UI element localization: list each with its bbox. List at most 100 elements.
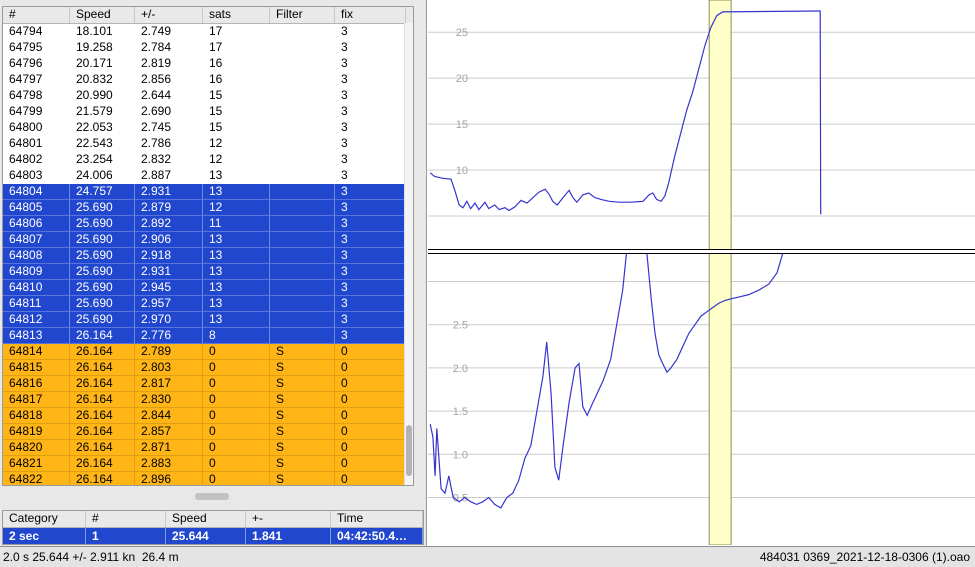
table-cell: 64795 xyxy=(9,40,43,54)
table-cell: 26.164 xyxy=(70,456,135,472)
table-row[interactable]: 64819 26.164 2.857 0 S 0 xyxy=(3,424,413,440)
table-cell: 3 xyxy=(341,168,348,182)
table-cell: 2.906 xyxy=(135,232,203,248)
column-header-2[interactable]: +/- xyxy=(135,7,203,23)
table-cell: 0 xyxy=(203,360,270,376)
table-cell: 26.164 xyxy=(70,424,135,440)
table-cell: 64798 xyxy=(9,88,43,102)
table-row[interactable]: 64794 18.101 2.749 17 3 xyxy=(3,24,413,40)
selection-band[interactable] xyxy=(708,0,732,250)
table-row[interactable]: 64798 20.990 2.644 15 3 xyxy=(3,88,413,104)
table-cell: 13 xyxy=(203,264,270,280)
column-header-4[interactable]: Time xyxy=(331,511,423,527)
table-cell: 26.164 xyxy=(70,392,135,408)
table-cell xyxy=(270,24,335,40)
table-cell: 64813 xyxy=(3,328,70,344)
table-cell: 64801 xyxy=(9,136,43,150)
charts-panel: 25 20 15 10 2.5 2.0 1.5 1.0 0.5 xyxy=(426,0,975,546)
table-row[interactable]: 64804 24.757 2.931 13 3 xyxy=(3,184,413,200)
table-cell: 2.857 xyxy=(135,424,203,440)
table-row[interactable]: 64808 25.690 2.918 13 3 xyxy=(3,248,413,264)
table-row[interactable]: 64816 26.164 2.817 0 S 0 xyxy=(3,376,413,392)
table-cell: 0 xyxy=(335,408,406,424)
table-cell xyxy=(270,184,335,200)
table-row[interactable]: 64805 25.690 2.879 12 3 xyxy=(3,200,413,216)
table-cell: 0 xyxy=(335,472,406,485)
table-cell xyxy=(270,168,335,184)
table-horizontal-scrollbar[interactable] xyxy=(2,492,405,501)
table-cell: 26.164 xyxy=(70,408,135,424)
column-header-3[interactable]: +- xyxy=(246,511,331,527)
horizontal-scrollbar-thumb[interactable] xyxy=(195,493,229,500)
table-row[interactable]: 64795 19.258 2.784 17 3 xyxy=(3,40,413,56)
table-cell: S xyxy=(270,440,335,456)
y-tick-label: 2.5 xyxy=(453,320,468,332)
table-row[interactable]: 64815 26.164 2.803 0 S 0 xyxy=(3,360,413,376)
table-cell: 64811 xyxy=(3,296,70,312)
table-cell xyxy=(270,152,335,168)
column-header-1[interactable]: Speed xyxy=(70,7,135,23)
table-cell: 15 xyxy=(209,88,223,102)
table-row[interactable]: 64799 21.579 2.690 15 3 xyxy=(3,104,413,120)
table-row[interactable]: 64800 22.053 2.745 15 3 xyxy=(3,120,413,136)
column-header-1[interactable]: # xyxy=(86,511,166,527)
table-cell: 2.784 xyxy=(141,40,172,54)
table-row[interactable]: 2 sec 1 25.644 1.841 04:42:50.4… xyxy=(3,528,423,544)
table-cell xyxy=(270,88,335,104)
column-header-0[interactable]: # xyxy=(3,7,70,23)
table-row[interactable]: 64803 24.006 2.887 13 3 xyxy=(3,168,413,184)
table-row[interactable]: 64812 25.690 2.970 13 3 xyxy=(3,312,413,328)
vertical-scrollbar-thumb[interactable] xyxy=(406,424,412,476)
table-cell: 25.690 xyxy=(70,280,135,296)
column-header-4[interactable]: Filter xyxy=(270,7,335,23)
table-row[interactable]: 64814 26.164 2.789 0 S 0 xyxy=(3,344,413,360)
points-table-body: 64794 18.101 2.749 17 3 64795 19.258 2.784 17 3 64… xyxy=(3,24,413,485)
column-header-0[interactable]: Category xyxy=(3,511,86,527)
column-header-2[interactable]: Speed xyxy=(166,511,246,527)
table-row[interactable]: 64813 26.164 2.776 8 3 xyxy=(3,328,413,344)
table-row[interactable]: 64797 20.832 2.856 16 3 xyxy=(3,72,413,88)
table-row[interactable]: 64818 26.164 2.844 0 S 0 xyxy=(3,408,413,424)
table-cell: 64800 xyxy=(9,120,43,134)
table-row[interactable]: 64822 26.164 2.896 0 S 0 xyxy=(3,472,413,485)
table-cell: 3 xyxy=(341,24,348,38)
table-cell: 3 xyxy=(341,88,348,102)
table-cell: 2.970 xyxy=(135,312,203,328)
y-tick-label: 15 xyxy=(456,119,468,131)
table-row[interactable]: 64802 23.254 2.832 12 3 xyxy=(3,152,413,168)
table-cell: 25.644 xyxy=(166,528,246,544)
table-cell: 0 xyxy=(203,440,270,456)
table-cell: 13 xyxy=(209,168,223,182)
table-cell: S xyxy=(270,424,335,440)
table-cell: 2.883 xyxy=(135,456,203,472)
table-row[interactable]: 64801 22.543 2.786 12 3 xyxy=(3,136,413,152)
table-cell: 2.887 xyxy=(141,168,172,182)
table-row[interactable]: 64820 26.164 2.871 0 S 0 xyxy=(3,440,413,456)
table-cell xyxy=(270,328,335,344)
table-row[interactable]: 64806 25.690 2.892 11 3 xyxy=(3,216,413,232)
column-header-5[interactable]: fix xyxy=(335,7,406,23)
table-row[interactable]: 64811 25.690 2.957 13 3 xyxy=(3,296,413,312)
column-header-3[interactable]: sats xyxy=(203,7,270,23)
table-cell: 64799 xyxy=(9,104,43,118)
table-row[interactable]: 64821 26.164 2.883 0 S 0 xyxy=(3,456,413,472)
table-cell: 16 xyxy=(209,72,223,86)
table-cell: 64797 xyxy=(9,72,43,86)
table-row[interactable]: 64809 25.690 2.931 13 3 xyxy=(3,264,413,280)
table-cell: 25.690 xyxy=(70,216,135,232)
table-row[interactable]: 64817 26.164 2.830 0 S 0 xyxy=(3,392,413,408)
table-vertical-scrollbar[interactable] xyxy=(404,23,413,485)
table-cell: 64806 xyxy=(3,216,70,232)
table-row[interactable]: 64796 20.171 2.819 16 3 xyxy=(3,56,413,72)
table-cell: 0 xyxy=(203,392,270,408)
selection-band[interactable] xyxy=(708,253,732,545)
speed-chart[interactable]: 25 20 15 10 xyxy=(428,0,975,250)
table-cell: S xyxy=(270,408,335,424)
table-cell: 2.856 xyxy=(141,72,172,86)
table-row[interactable]: 64810 25.690 2.945 13 3 xyxy=(3,280,413,296)
table-cell xyxy=(270,120,335,136)
table-row[interactable]: 64807 25.690 2.906 13 3 xyxy=(3,232,413,248)
table-cell: 25.690 xyxy=(70,232,135,248)
table-cell: 0 xyxy=(335,344,406,360)
error-chart[interactable]: 2.5 2.0 1.5 1.0 0.5 xyxy=(428,253,975,545)
